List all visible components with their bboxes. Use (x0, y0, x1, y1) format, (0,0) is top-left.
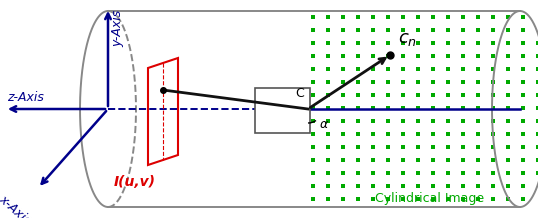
Text: z-Axis: z-Axis (7, 91, 44, 104)
Bar (255, 88, 310, 133)
Text: y-Axis: y-Axis (111, 10, 124, 47)
Polygon shape (492, 11, 538, 207)
Bar (108, 11, 520, 207)
Text: $c_n$: $c_n$ (398, 30, 417, 48)
Polygon shape (80, 11, 136, 207)
Text: α: α (320, 118, 328, 131)
Text: C: C (295, 87, 305, 100)
Text: I(u,v): I(u,v) (114, 175, 156, 189)
Text: x-Axis: x-Axis (0, 193, 33, 218)
Text: Cylindrical Image: Cylindrical Image (376, 192, 485, 205)
